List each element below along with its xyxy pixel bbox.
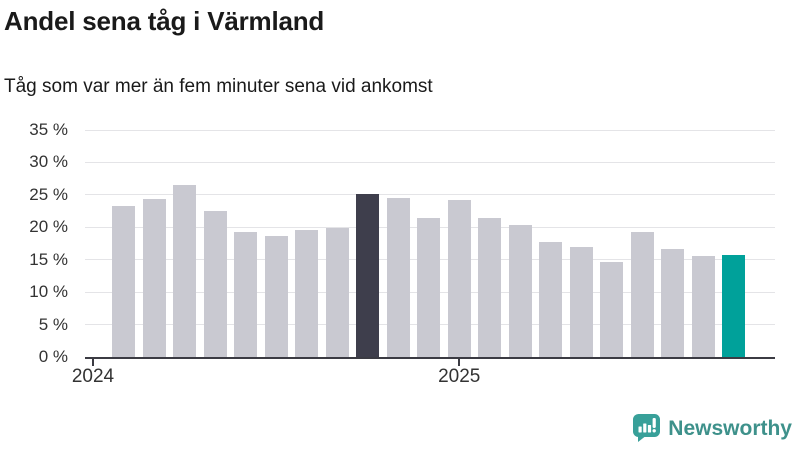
bar-2024-08	[295, 229, 319, 357]
page-title: Andel sena tåg i Värmland	[4, 6, 325, 36]
bar-2024-10	[356, 194, 380, 357]
y-axis-label-35: 35 %	[29, 120, 68, 139]
chart-subtitle: Tåg som var mer än fem minuter sena vid …	[4, 76, 433, 97]
newsworthy-logo: Newsworthy	[632, 413, 792, 444]
bar-2024-07	[264, 235, 288, 357]
bar-chart-plot-area	[85, 129, 775, 359]
gridline-30	[85, 161, 775, 163]
bar-2024-12	[417, 218, 441, 357]
bar-2025-07	[630, 232, 654, 357]
x-axis-label-2025: 2025	[438, 366, 481, 387]
y-axis-label-15: 15 %	[29, 249, 68, 269]
gridline-25	[85, 194, 775, 196]
bar-2025-04	[539, 242, 563, 357]
y-axis-label-5: 5 %	[38, 314, 68, 334]
bar-2025-01	[447, 200, 471, 357]
bar-2024-04	[173, 185, 197, 357]
bar-2025-10	[722, 254, 746, 357]
newsworthy-chart-bubble-icon	[632, 413, 661, 444]
y-axis-label-25: 25 %	[29, 184, 68, 204]
bar-2025-09	[691, 256, 715, 357]
x-tick-2024	[91, 359, 94, 366]
bar-2024-02	[112, 205, 135, 357]
x-axis-label-2024: 2024	[71, 366, 115, 387]
bar-2024-11	[386, 198, 410, 357]
bar-2024-09	[325, 227, 349, 357]
bar-2024-03	[142, 198, 166, 357]
bar-2025-02	[478, 217, 502, 357]
newsworthy-logo-text: Newsworthy	[668, 416, 792, 440]
y-axis-label-20: 20 %	[29, 217, 68, 237]
bar-2025-08	[661, 249, 685, 357]
bar-2025-05	[569, 246, 593, 357]
bar-2025-03	[508, 225, 532, 357]
bar-2024-05	[203, 211, 227, 357]
y-axis-label-10: 10 %	[29, 282, 68, 302]
bar-2025-06	[600, 261, 624, 357]
y-axis-label-0: 0 %	[38, 347, 68, 366]
x-tick-2025	[458, 359, 461, 366]
bar-2024-06	[234, 231, 258, 357]
gridline-35	[85, 129, 775, 131]
y-axis-label-30: 30 %	[29, 152, 68, 172]
